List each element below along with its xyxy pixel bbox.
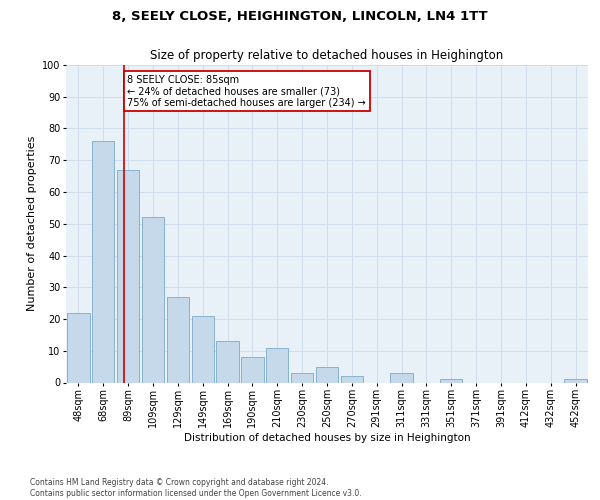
X-axis label: Distribution of detached houses by size in Heighington: Distribution of detached houses by size … <box>184 433 470 443</box>
Text: Contains HM Land Registry data © Crown copyright and database right 2024.
Contai: Contains HM Land Registry data © Crown c… <box>30 478 362 498</box>
Text: 8 SEELY CLOSE: 85sqm
← 24% of detached houses are smaller (73)
75% of semi-detac: 8 SEELY CLOSE: 85sqm ← 24% of detached h… <box>127 74 366 108</box>
Bar <box>117 170 139 382</box>
Bar <box>391 373 413 382</box>
Bar <box>92 141 115 382</box>
Text: 8, SEELY CLOSE, HEIGHINGTON, LINCOLN, LN4 1TT: 8, SEELY CLOSE, HEIGHINGTON, LINCOLN, LN… <box>112 10 488 23</box>
Bar <box>316 366 338 382</box>
Bar <box>565 380 587 382</box>
Bar <box>291 373 313 382</box>
Bar <box>167 297 189 382</box>
Bar <box>191 316 214 382</box>
Title: Size of property relative to detached houses in Heighington: Size of property relative to detached ho… <box>151 50 503 62</box>
Bar <box>341 376 363 382</box>
Y-axis label: Number of detached properties: Number of detached properties <box>26 136 37 312</box>
Bar <box>67 312 89 382</box>
Bar <box>440 380 463 382</box>
Bar <box>266 348 289 382</box>
Bar <box>217 341 239 382</box>
Bar <box>241 357 263 382</box>
Bar <box>142 218 164 382</box>
